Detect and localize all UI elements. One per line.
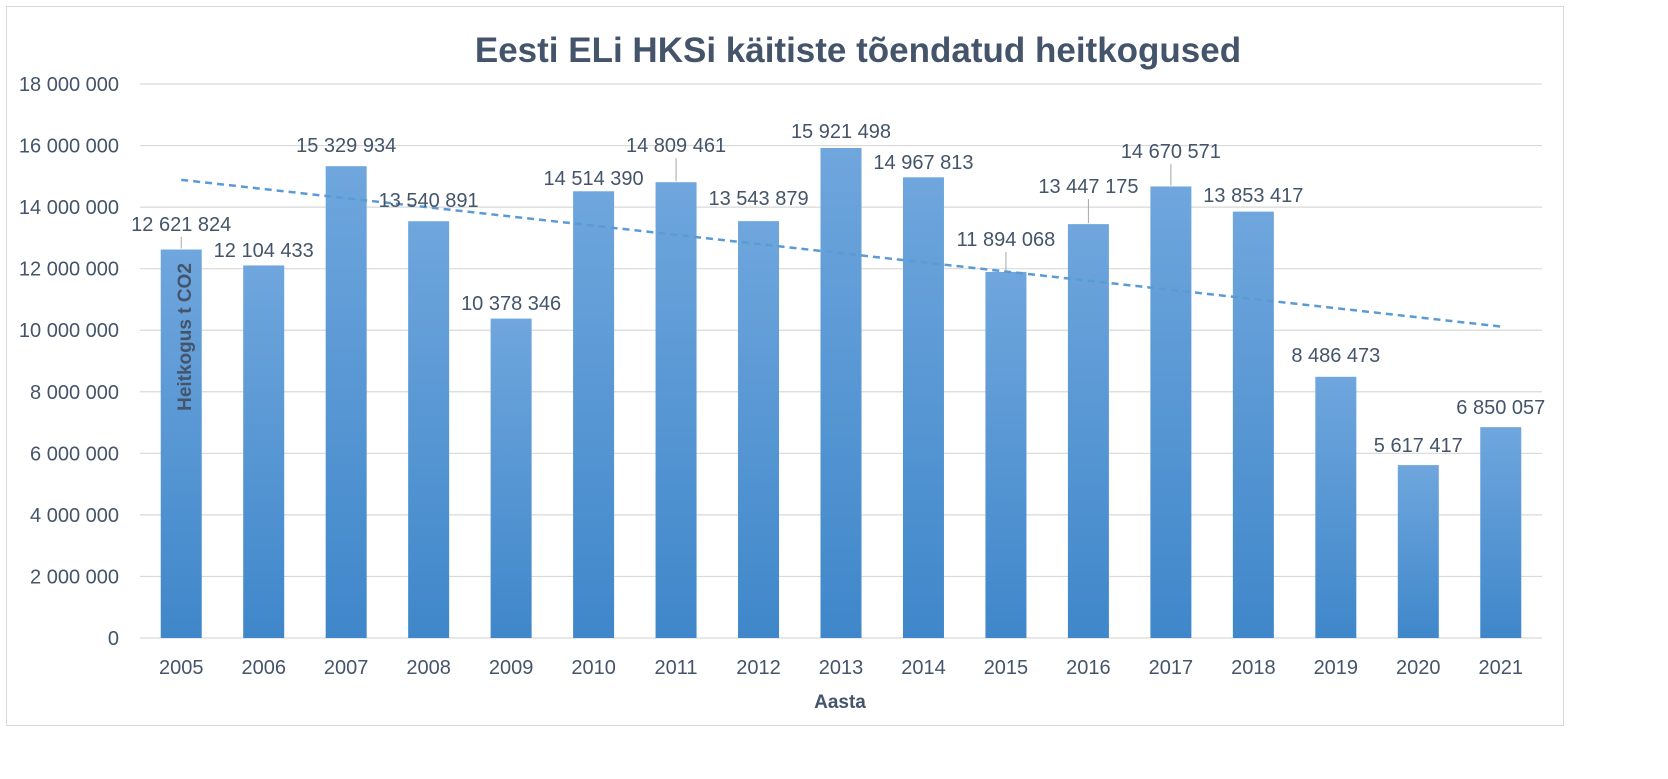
x-tick-label: 2005 xyxy=(159,657,204,679)
x-tick-label: 2012 xyxy=(736,657,781,679)
x-tick-label: 2009 xyxy=(489,657,534,679)
bar xyxy=(160,249,202,638)
trendline-path xyxy=(181,178,1501,328)
y-tick-label: 8 000 000 xyxy=(30,382,119,404)
x-axis-title: Aasta xyxy=(814,692,866,713)
data-label: 12 104 433 xyxy=(214,240,314,262)
x-tick-label: 2011 xyxy=(655,657,698,679)
bar xyxy=(985,271,1027,638)
x-tick-label: 2018 xyxy=(1231,657,1276,679)
data-label: 14 670 571 xyxy=(1121,141,1221,163)
data-label: 8 486 473 xyxy=(1291,345,1380,367)
y-tick-label: 2 000 000 xyxy=(30,566,119,588)
y-tick-label: 6 000 000 xyxy=(30,443,119,465)
data-label: 11 894 068 xyxy=(957,229,1056,251)
bar xyxy=(1232,211,1274,638)
data-label: 10 378 346 xyxy=(461,293,561,315)
bar xyxy=(490,318,532,638)
bar xyxy=(573,191,615,638)
bar xyxy=(820,147,862,638)
y-axis-title: Heitkogus t CO2 xyxy=(175,263,196,411)
y-tick-label: 14 000 000 xyxy=(19,197,119,219)
data-label: 12 621 824 xyxy=(131,214,231,236)
data-label: 14 809 461 xyxy=(626,135,726,157)
data-label: 13 853 417 xyxy=(1203,185,1303,207)
x-axis-ticks: 2005 2006 2007 2008 2009 2010 2011 2012 2013 2014… xyxy=(159,657,1523,679)
data-label: 13 540 891 xyxy=(379,190,479,212)
x-tick-label: 2008 xyxy=(406,657,451,679)
bar xyxy=(1480,427,1522,638)
gridlines xyxy=(140,83,1542,639)
x-tick-label: 2007 xyxy=(324,657,369,679)
bar xyxy=(1150,186,1192,639)
bar xyxy=(408,221,450,639)
data-label: 15 921 498 xyxy=(791,121,891,143)
bar xyxy=(902,177,944,638)
data-label: 6 850 057 xyxy=(1456,397,1545,419)
bar xyxy=(1397,465,1439,638)
x-tick-label: 2020 xyxy=(1396,657,1441,679)
trendline xyxy=(181,178,1501,328)
x-tick-label: 2010 xyxy=(571,657,616,679)
bars xyxy=(160,147,1522,639)
y-tick-label: 16 000 000 xyxy=(19,136,119,158)
data-label: 5 617 417 xyxy=(1374,435,1463,457)
x-tick-label: 2006 xyxy=(241,657,286,679)
bar xyxy=(243,265,285,638)
data-label: 13 543 879 xyxy=(708,188,808,210)
data-label: 14 967 813 xyxy=(873,152,973,174)
bar xyxy=(1067,224,1109,638)
x-tick-label: 2016 xyxy=(1066,657,1111,679)
data-label: 14 514 390 xyxy=(544,168,644,190)
bar xyxy=(1315,376,1357,638)
y-tick-label: 4 000 000 xyxy=(30,505,119,527)
bar xyxy=(655,182,697,638)
x-tick-label: 2013 xyxy=(819,657,864,679)
y-tick-label: 0 xyxy=(108,628,119,650)
x-tick-label: 2021 xyxy=(1479,657,1524,679)
y-tick-label: 12 000 000 xyxy=(19,259,119,281)
chart-title: Eesti ELi HKSi käitiste tõendatud heitko… xyxy=(475,31,1241,70)
data-label: 15 329 934 xyxy=(296,135,396,157)
y-tick-label: 18 000 000 xyxy=(19,74,119,96)
x-tick-label: 2019 xyxy=(1314,657,1359,679)
data-labels: 12 621 824 12 104 433 15 329 934 13 540 891… xyxy=(131,121,1545,457)
label-leaders xyxy=(180,158,1172,271)
y-axis-ticks: 0 2 000 000 4 000 000 6 000 000 8 000 000 10 … xyxy=(19,74,119,650)
x-tick-label: 2014 xyxy=(901,657,946,679)
x-tick-label: 2015 xyxy=(984,657,1029,679)
data-label: 13 447 175 xyxy=(1038,176,1138,198)
bar xyxy=(738,221,780,638)
x-tick-label: 2017 xyxy=(1149,657,1194,679)
bar xyxy=(325,166,367,638)
y-tick-label: 10 000 000 xyxy=(19,320,119,342)
